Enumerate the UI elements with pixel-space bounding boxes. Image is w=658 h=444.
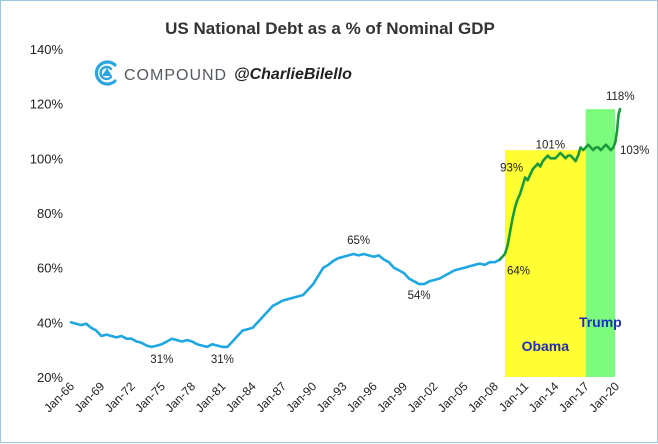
y-tick-label: 60% [37,261,63,276]
series-layer [69,107,622,349]
x-tick-label: Jan-08 [465,379,501,415]
x-tick-label: Jan-20 [586,379,622,415]
band-label-trump: Trump [579,314,622,330]
x-tick-label: Jan-17 [556,379,592,415]
x-tick-label: Jan-84 [223,379,259,415]
series-line-0 [69,252,502,349]
band-obama [504,150,586,377]
band-trump [585,109,615,377]
data-label: 31% [211,354,234,366]
x-tick-label: Jan-78 [162,379,198,415]
y-tick-label: 120% [30,97,64,112]
chart-title: US National Debt as a % of Nominal GDP [165,19,495,38]
x-tick-label: Jan-99 [374,379,410,415]
data-label: 103% [620,145,649,157]
y-tick-label: 100% [30,151,64,166]
x-tick-label: Jan-87 [253,379,289,415]
data-label: 64% [507,266,530,278]
x-tick-label: Jan-69 [72,379,108,415]
data-label: 118% [606,91,635,103]
y-tick-label: 40% [37,315,63,330]
compound-logo-text: COMPOUND [124,67,227,84]
compound-logo-icon [94,60,117,86]
bands-layer: Obama Trump [504,109,622,377]
x-tick-label: Jan-02 [405,379,441,415]
x-tick-label: Jan-72 [102,379,138,415]
compound-logo: COMPOUND [94,60,227,86]
x-tick-label: Jan-93 [314,379,350,415]
x-axis: Jan-66Jan-69Jan-72Jan-75Jan-78Jan-81Jan-… [41,379,622,415]
x-tick-label: Jan-14 [526,379,562,415]
x-tick-label: Jan-11 [496,379,531,414]
data-label: 31% [150,354,173,366]
x-tick-label: Jan-75 [132,379,168,415]
data-label: 65% [347,235,370,247]
author-handle: @CharlieBilello [234,66,352,83]
x-tick-label: Jan-96 [344,379,380,415]
data-label: 54% [408,290,431,302]
series-line-1 [498,107,622,261]
annotations-layer: 31% 31% 65% 54% 64% 93% 101% 118% 103% [150,91,649,366]
y-axis: 20% 40% 60% 80% 100% 120% 140% [30,42,64,385]
x-tick-label: Jan-90 [283,379,319,415]
y-tick-label: 20% [37,370,63,385]
band-label-obama: Obama [522,338,570,354]
y-tick-label: 140% [30,42,64,57]
x-tick-label: Jan-05 [435,379,471,415]
x-tick-label: Jan-81 [193,379,229,415]
y-tick-label: 80% [37,206,63,221]
data-label: 93% [500,162,523,174]
data-label: 101% [536,140,565,152]
